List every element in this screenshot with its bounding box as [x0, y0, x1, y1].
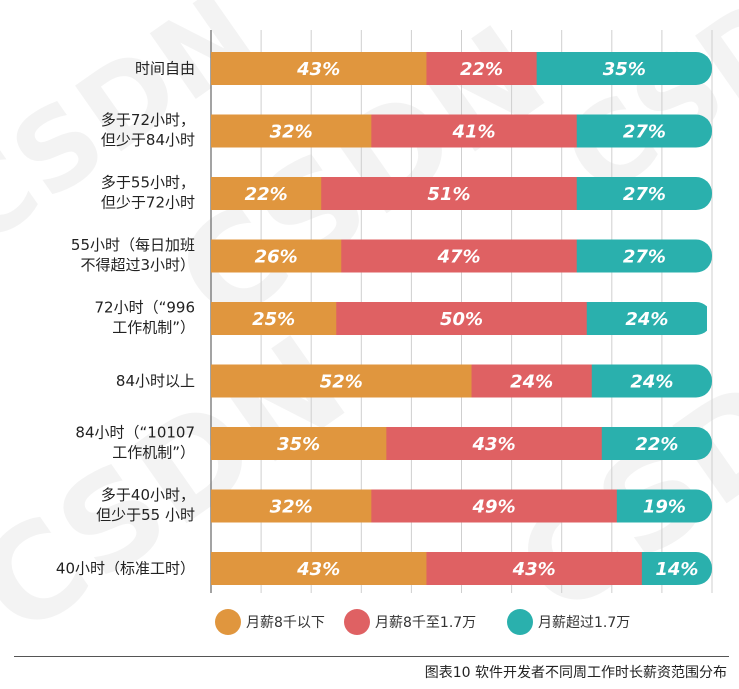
watermark-text: CSDN	[491, 287, 739, 646]
bar-segment	[601, 427, 712, 460]
category-label: 时间自由	[135, 60, 195, 78]
data-label: 22%	[460, 59, 503, 80]
bar-row	[211, 552, 712, 585]
bar-segment	[576, 114, 712, 148]
bar-row	[211, 177, 712, 210]
bar-segment	[211, 427, 387, 460]
data-label: 27%	[623, 122, 666, 143]
bar-segment	[211, 489, 372, 523]
legend-label: 月薪8千以下	[246, 615, 325, 631]
bar-segment	[211, 364, 473, 398]
category-label: 72小时（“996	[95, 299, 196, 317]
data-label: 43%	[296, 59, 340, 80]
bar-segment	[371, 114, 578, 148]
data-label: 41%	[451, 122, 495, 143]
bar-segment	[426, 52, 538, 85]
legend: 月薪8千以下 月薪8千至1.7万 月薪超过1.7万	[215, 609, 630, 635]
data-label: 32%	[270, 122, 313, 143]
bar-row	[211, 302, 707, 335]
data-label: 35%	[277, 434, 320, 455]
data-label: 32%	[270, 497, 313, 518]
category-label: 不得超过3小时）	[80, 256, 195, 274]
data-label: 27%	[623, 184, 666, 205]
category-label: 多于55小时，	[101, 174, 195, 192]
bar-segment	[386, 427, 603, 460]
data-label: 43%	[296, 559, 340, 580]
category-label: 多于40小时，	[101, 486, 195, 504]
legend-item: 月薪超过1.7万	[507, 609, 630, 635]
bar-segment	[211, 52, 427, 85]
data-label: 22%	[245, 184, 288, 205]
stacked-bar-chart: CSDNCSDNCSDNCSDNCSDN 43%22%35%32%41%27%2…	[0, 0, 739, 650]
data-label: 47%	[436, 247, 480, 268]
category-label: 但少于55 小时	[96, 506, 195, 524]
caption-rule	[14, 656, 729, 657]
data-label: 27%	[623, 247, 666, 268]
bar-segment	[211, 552, 427, 585]
bar-segment	[211, 239, 342, 273]
data-label: 24%	[630, 372, 673, 393]
legend-label: 月薪8千至1.7万	[375, 615, 476, 631]
bar-row	[211, 427, 712, 460]
bar-segment	[576, 177, 712, 210]
category-label: 工作机制”）	[112, 444, 195, 462]
bar-segment	[576, 239, 712, 273]
bar-row	[211, 52, 712, 85]
data-label: 50%	[440, 309, 483, 330]
legend-swatch	[215, 609, 241, 635]
bar-segment	[371, 489, 618, 523]
data-label: 24%	[625, 309, 668, 330]
bar-segment	[426, 552, 643, 585]
legend-swatch	[344, 609, 370, 635]
data-label: 26%	[255, 247, 298, 268]
legend-swatch	[507, 609, 533, 635]
bar-row	[211, 489, 712, 523]
data-label: 14%	[655, 559, 698, 580]
bar-segment	[616, 489, 712, 523]
legend-item: 月薪8千以下	[215, 609, 325, 635]
data-label: 43%	[512, 559, 556, 580]
bar-segment	[586, 302, 707, 335]
data-label: 51%	[427, 184, 470, 205]
bars-layer: 43% 22% 35% 32% 41% 27% 22% 51% 27% 26% 47% 27% 25% 5…	[211, 52, 712, 585]
figure-caption: 图表10 软件开发者不同周工作时长薪资范围分布	[424, 665, 727, 681]
category-label: 40小时（标准工时）	[56, 560, 195, 578]
legend-item: 月薪8千至1.7万	[344, 609, 476, 635]
data-label: 25%	[252, 309, 295, 330]
bar-segment	[211, 302, 337, 335]
data-label: 35%	[603, 59, 646, 80]
bar-row	[211, 239, 712, 273]
data-label: 24%	[510, 372, 553, 393]
bar-segment	[536, 52, 712, 85]
category-label: 工作机制”）	[112, 319, 195, 337]
data-label: 22%	[635, 434, 678, 455]
bar-segment	[336, 302, 588, 335]
category-label: 84小时（“10107	[75, 424, 195, 442]
category-label: 84小时以上	[116, 372, 195, 390]
bar-segment	[321, 177, 578, 210]
category-label: 但少于84小时	[101, 131, 195, 149]
watermark-text: CSDN	[0, 307, 372, 650]
data-label: 52%	[320, 372, 363, 393]
bar-segment	[341, 239, 578, 273]
data-label: 43%	[472, 434, 516, 455]
bar-segment	[211, 177, 322, 210]
legend-label: 月薪超过1.7万	[538, 615, 630, 631]
bar-row	[211, 114, 712, 148]
bar-row	[211, 364, 712, 398]
data-label: 19%	[643, 497, 686, 518]
bar-segment	[591, 364, 712, 398]
bar-segment	[471, 364, 593, 398]
bar-segment	[641, 552, 712, 585]
data-label: 49%	[472, 497, 516, 518]
category-label: 多于72小时，	[101, 111, 195, 129]
category-label: 55小时（每日加班	[71, 236, 195, 254]
category-label: 但少于72小时	[101, 194, 195, 212]
bar-segment	[211, 114, 372, 148]
